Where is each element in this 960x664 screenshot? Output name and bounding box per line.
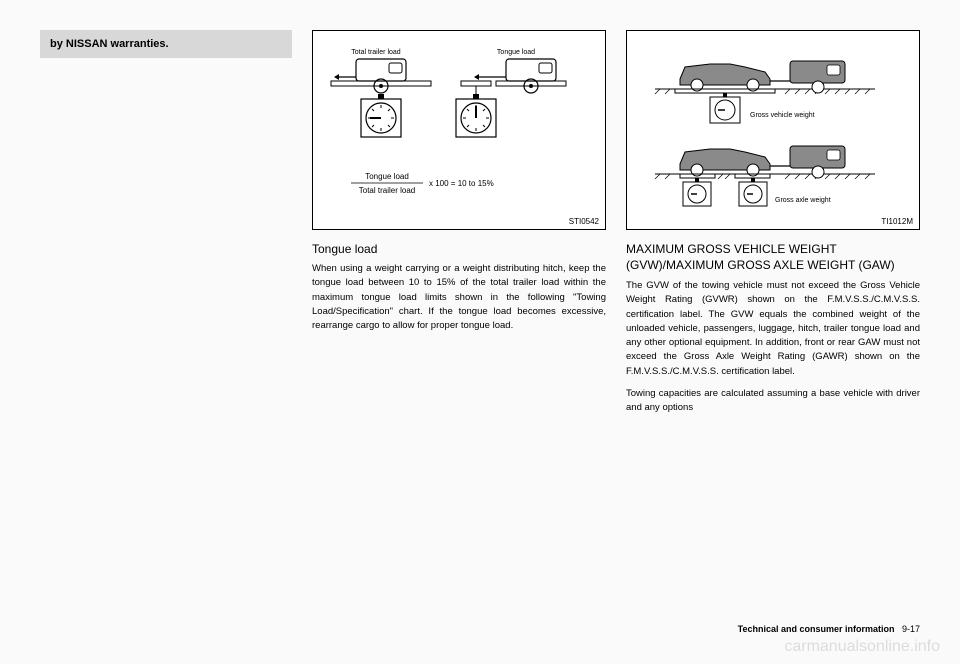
heading-tongue-load: Tongue load bbox=[312, 242, 606, 256]
label-tongue-load-fig: Tongue load bbox=[497, 49, 535, 56]
body-gvw-1: The GVW of the towing vehicle must not e… bbox=[626, 279, 920, 379]
formula-numerator: Tongue load bbox=[365, 172, 409, 181]
label-gvw: Gross vehicle weight bbox=[750, 112, 815, 119]
footer-page: 9-17 bbox=[902, 624, 920, 634]
figure-tongue-load: Total trailer load bbox=[312, 30, 606, 230]
label-gaw: Gross axle weight bbox=[775, 197, 831, 204]
column-2: Total trailer load bbox=[312, 30, 606, 634]
figure-code-2: TI1012M bbox=[881, 217, 913, 226]
footer-section: Technical and consumer information bbox=[738, 624, 895, 634]
column-3: Gross vehicle weight bbox=[626, 30, 920, 634]
formula-denominator: Total trailer load bbox=[359, 186, 415, 195]
warranty-box: by NISSAN warranties. bbox=[40, 30, 292, 58]
figure-gvw-gaw: Gross vehicle weight bbox=[626, 30, 920, 230]
body-tongue-load: When using a weight carrying or a weight… bbox=[312, 262, 606, 333]
page-footer: Technical and consumer information 9-17 bbox=[738, 624, 920, 634]
page: by NISSAN warranties. Total trailer load bbox=[0, 0, 960, 664]
formula-rhs: x 100 = 10 to 15% bbox=[429, 179, 494, 188]
column-1: by NISSAN warranties. bbox=[40, 30, 292, 634]
heading-gvw-gaw: MAXIMUM GROSS VEHICLE WEIGHT (GVW)/MAXIM… bbox=[626, 242, 920, 273]
warranty-text: by NISSAN warranties. bbox=[50, 38, 169, 50]
watermark: carmanualsonline.info bbox=[784, 638, 940, 656]
figure-code-1: STI0542 bbox=[569, 217, 599, 226]
body-gvw-2: Towing capacities are calculated assumin… bbox=[626, 387, 920, 416]
label-total-trailer: Total trailer load bbox=[351, 49, 401, 56]
